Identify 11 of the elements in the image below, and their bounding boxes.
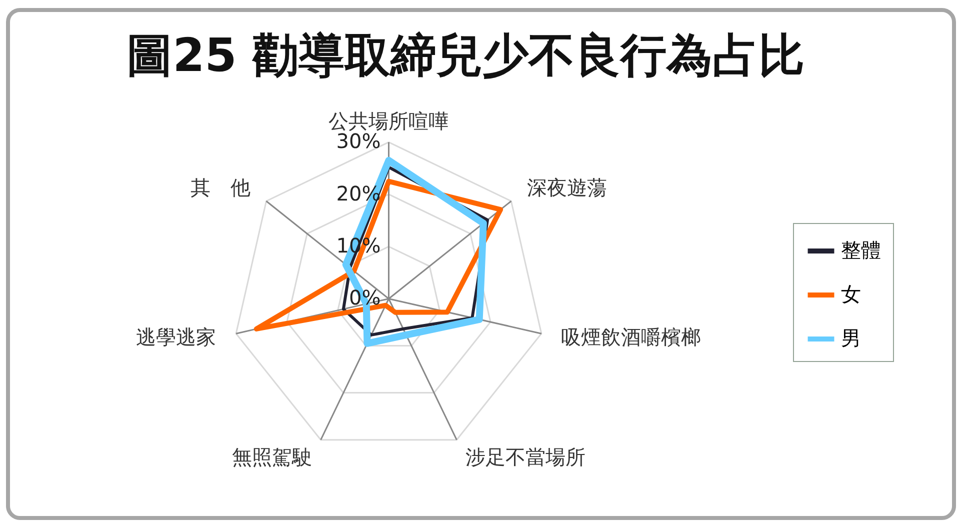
spoke-label: 公共場所喧嘩 <box>328 108 449 133</box>
chart-title: 圖25 勸導取締兒少不良行為占比 <box>126 28 805 82</box>
spoke-label: 無照駕駛 <box>232 445 312 470</box>
spoke-label: 其 他 <box>190 175 250 200</box>
legend-label: 整體 <box>840 238 881 262</box>
legend-label: 女 <box>840 282 861 306</box>
spoke-label: 涉足不當場所 <box>466 445 586 470</box>
spoke-label: 逃學逃家 <box>136 325 216 350</box>
legend-label: 男 <box>840 326 861 350</box>
spoke-label: 吸煙飲酒嚼檳榔 <box>561 325 702 350</box>
spoke-label: 深夜遊蕩 <box>527 175 608 200</box>
